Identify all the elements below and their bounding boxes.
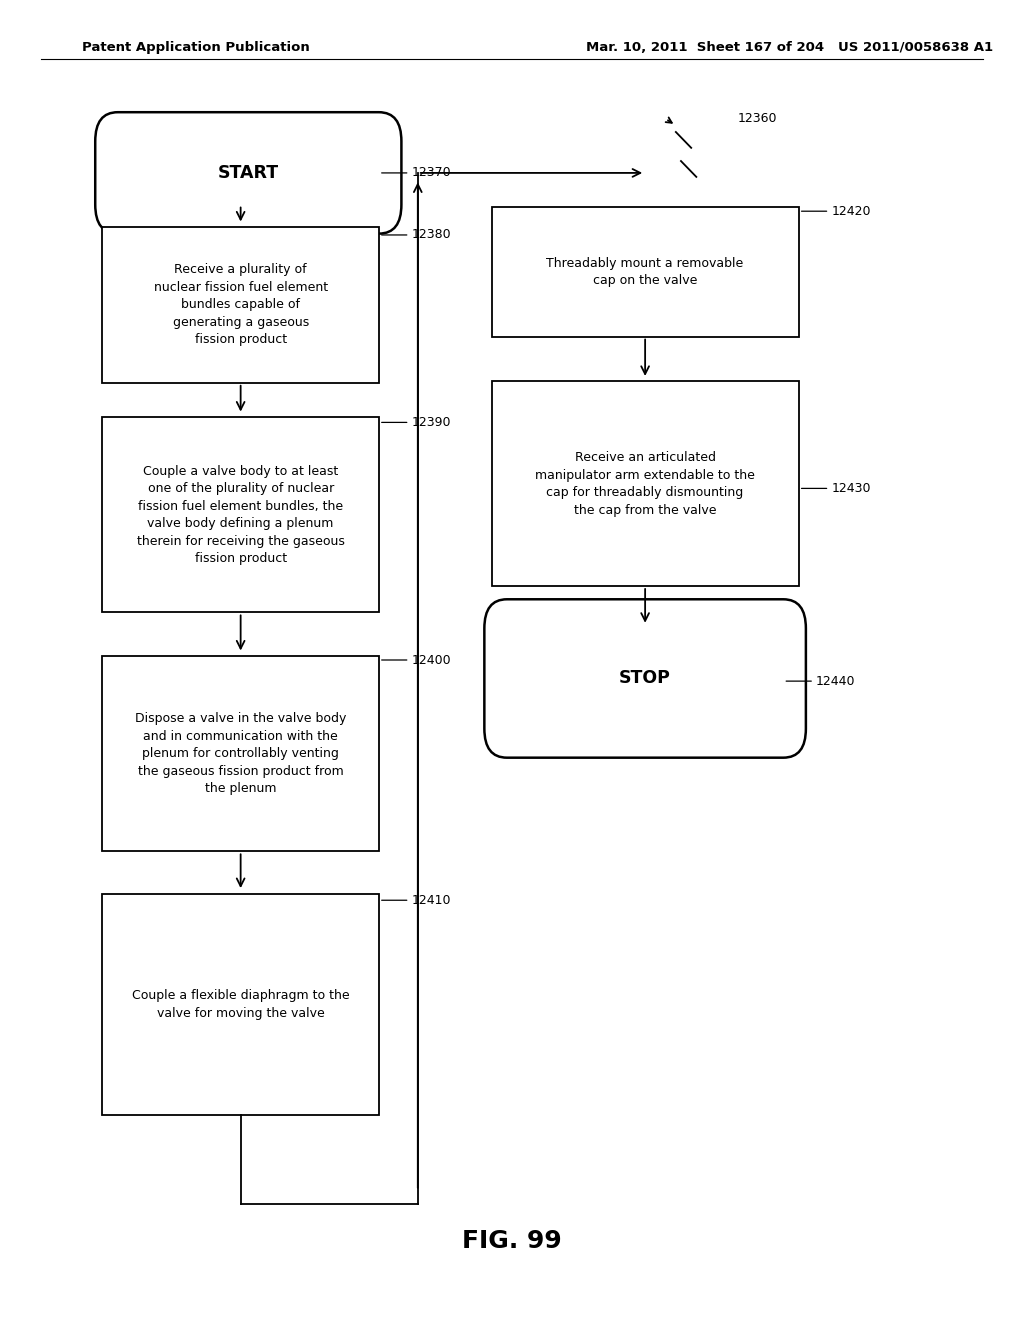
Text: Receive an articulated
manipulator arm extendable to the
cap for threadably dism: Receive an articulated manipulator arm e… (536, 451, 755, 516)
Text: Receive a plurality of
nuclear fission fuel element
bundles capable of
generatin: Receive a plurality of nuclear fission f… (154, 264, 328, 346)
Bar (102, 656, 379, 851)
Text: 12430: 12430 (831, 482, 871, 495)
FancyBboxPatch shape (484, 599, 806, 758)
Text: STOP: STOP (620, 669, 671, 688)
Text: 12380: 12380 (412, 228, 452, 242)
Text: FIG. 99: FIG. 99 (462, 1229, 562, 1253)
Bar (492, 207, 799, 337)
Text: 12420: 12420 (831, 205, 871, 218)
FancyBboxPatch shape (95, 112, 401, 234)
Text: Patent Application Publication: Patent Application Publication (82, 41, 309, 54)
Text: Threadably mount a removable
cap on the valve: Threadably mount a removable cap on the … (547, 256, 743, 288)
Text: 12360: 12360 (737, 112, 777, 125)
Text: 12390: 12390 (412, 416, 452, 429)
Bar (102, 417, 379, 612)
Text: START: START (218, 164, 279, 182)
Text: 12410: 12410 (412, 894, 452, 907)
Text: Mar. 10, 2011  Sheet 167 of 204   US 2011/0058638 A1: Mar. 10, 2011 Sheet 167 of 204 US 2011/0… (586, 41, 993, 54)
Text: Couple a flexible diaphragm to the
valve for moving the valve: Couple a flexible diaphragm to the valve… (132, 989, 349, 1020)
Bar (492, 381, 799, 586)
Text: Dispose a valve in the valve body
and in communication with the
plenum for contr: Dispose a valve in the valve body and in… (135, 713, 346, 795)
Text: 12440: 12440 (816, 675, 856, 688)
Bar (102, 227, 379, 383)
Bar (102, 894, 379, 1115)
Text: 12370: 12370 (412, 166, 452, 180)
Text: Couple a valve body to at least
one of the plurality of nuclear
fission fuel ele: Couple a valve body to at least one of t… (136, 465, 345, 565)
Text: 12400: 12400 (412, 653, 452, 667)
